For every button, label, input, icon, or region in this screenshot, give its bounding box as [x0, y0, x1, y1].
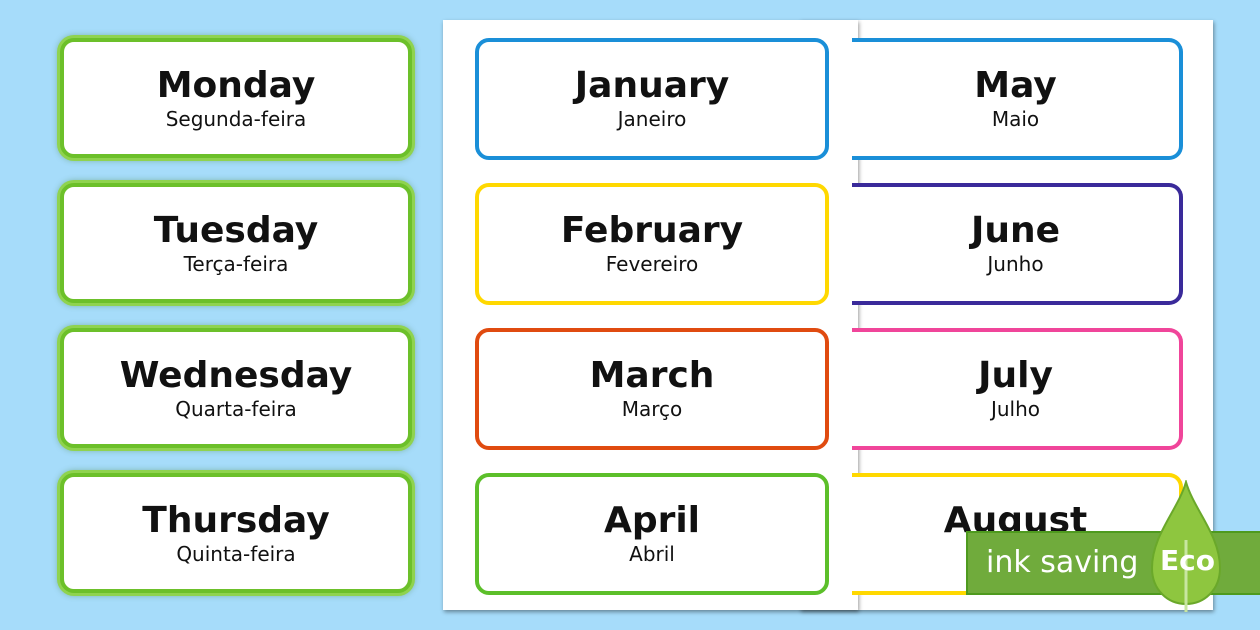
ink-saving-label: ink saving [986, 545, 1139, 580]
english-word: February [560, 210, 744, 251]
portuguese-word: Quinta-feira [176, 542, 296, 566]
portuguese-word: Julho [990, 397, 1041, 421]
day-card: Thursday Quinta-feira [60, 473, 412, 593]
english-word: Thursday [142, 500, 330, 541]
portuguese-word: Maio [991, 107, 1040, 131]
month-card: February Fevereiro [475, 183, 829, 305]
portuguese-word: Março [621, 397, 683, 421]
day-card: Monday Segunda-feira [60, 38, 412, 158]
english-word: Monday [156, 65, 316, 106]
english-word: June [970, 210, 1061, 251]
portuguese-word: Fevereiro [605, 252, 699, 276]
portuguese-word: Quarta-feira [175, 397, 297, 421]
portuguese-word: Terça-feira [183, 252, 289, 276]
english-word: July [978, 355, 1053, 396]
english-word: May [974, 65, 1057, 106]
portuguese-word: Segunda-feira [165, 107, 307, 131]
month-card: July Julho [852, 328, 1183, 450]
day-card: Wednesday Quarta-feira [60, 328, 412, 448]
english-word: January [574, 65, 730, 106]
eco-leaf-drop-icon [1150, 480, 1222, 612]
english-word: Tuesday [153, 210, 319, 251]
english-word: Wednesday [119, 355, 353, 396]
month-card: May Maio [852, 38, 1183, 160]
day-card: Tuesday Terça-feira [60, 183, 412, 303]
month-card: June Junho [852, 183, 1183, 305]
portuguese-word: Abril [629, 542, 675, 566]
month-card: April Abril [475, 473, 829, 595]
eco-label: Eco [1160, 544, 1215, 577]
english-word: March [589, 355, 715, 396]
month-card: January Janeiro [475, 38, 829, 160]
month-card: March Março [475, 328, 829, 450]
english-word: April [603, 500, 701, 541]
portuguese-word: Junho [987, 252, 1044, 276]
portuguese-word: Janeiro [617, 107, 687, 131]
